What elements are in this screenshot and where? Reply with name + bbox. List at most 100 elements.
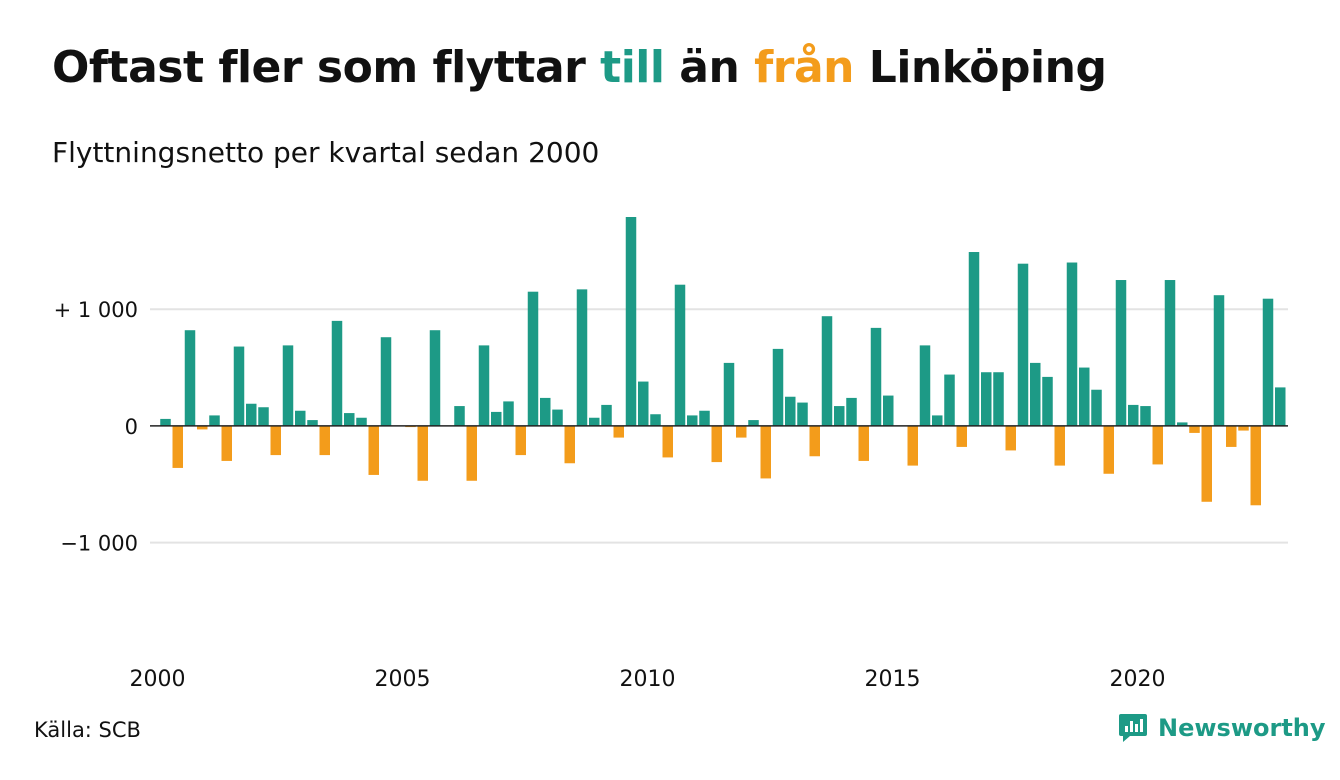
bar [1250,425,1261,506]
bar [907,425,918,466]
bar [589,417,600,426]
y-tick-label: −1 000 [60,532,138,556]
bar [760,425,771,479]
brand-name: Newsworthy [1158,714,1326,742]
bars [160,217,1286,506]
bar [515,425,526,456]
bar [650,414,661,426]
bar [625,217,637,426]
x-tick-label: 2020 [1110,667,1166,692]
bar [1140,406,1151,426]
bar [295,410,306,426]
bar [1079,367,1090,426]
bar [993,372,1004,426]
bar [1066,262,1078,426]
bar [527,291,539,426]
bar [258,407,269,426]
bar [1042,376,1053,426]
bar [270,425,281,456]
chart-title: Oftast fler som flyttar till än från Lin… [52,42,1107,93]
bar [1189,425,1200,433]
bar [1262,298,1274,426]
bar [956,425,967,447]
x-tick-label: 2000 [130,667,186,692]
title-part-1: Oftast fler som flyttar [52,42,601,93]
bar [172,425,183,468]
bar [883,395,894,426]
bar [209,415,220,426]
bar [380,337,392,426]
bar [1103,425,1114,474]
bar [736,425,747,438]
bar [834,406,845,426]
bar [1017,263,1029,426]
bar [1226,425,1237,447]
bar [478,345,490,426]
bar [184,330,196,426]
chart-subtitle: Flyttningsnetto per kvartal sedan 2000 [52,136,600,169]
bar [662,425,673,458]
bar [601,404,612,426]
bar [319,425,330,456]
bar [160,418,171,426]
y-tick-label: + 1 000 [54,298,138,322]
bar [968,252,980,426]
bar [723,362,735,426]
bar [576,289,588,426]
bar [821,316,833,426]
bar [331,320,343,426]
bar [1164,280,1176,426]
bar [797,402,808,426]
bar [552,409,563,426]
bar [356,417,367,426]
bar [246,403,257,426]
bar [687,415,698,426]
title-part-3: än [664,42,755,93]
axes: + 1 000 0 −1 000 2000 2005 2010 2015 2020 [54,298,1288,692]
bar [429,330,441,426]
x-tick-label: 2010 [620,667,676,692]
bar [368,425,379,475]
bar [711,425,722,463]
brand-logo: Newsworthy [1118,712,1326,744]
bar [748,420,759,426]
bar [699,410,710,426]
bar [233,346,245,426]
title-part-5: Linköping [853,42,1107,93]
bar [932,415,943,426]
bar [1005,425,1016,451]
bar [809,425,820,457]
bar [1152,425,1163,465]
bar [564,425,575,464]
bar [307,420,318,426]
bar [454,406,465,426]
bar [1054,425,1065,466]
bar [466,425,477,481]
bar [638,381,649,426]
title-fran: från [754,42,854,93]
y-tick-label: 0 [125,415,138,439]
bar [858,425,869,461]
gridlines [150,308,1288,544]
bar [417,425,428,481]
bar [1091,389,1102,426]
bar [613,425,624,438]
bar [1177,422,1188,426]
bar [944,374,955,426]
bar [1030,362,1041,426]
bar [282,345,294,426]
bar [846,397,857,426]
source-label: Källa: SCB [34,718,141,742]
bar [1201,425,1212,502]
bar [344,413,355,426]
bar [919,345,931,426]
newsworthy-logo-icon [1119,714,1147,742]
bar [674,284,686,426]
bar [785,396,796,426]
x-tick-label: 2015 [865,667,921,692]
bar [1128,404,1139,426]
bar [491,411,502,426]
bar [870,327,882,426]
bar [503,401,514,426]
